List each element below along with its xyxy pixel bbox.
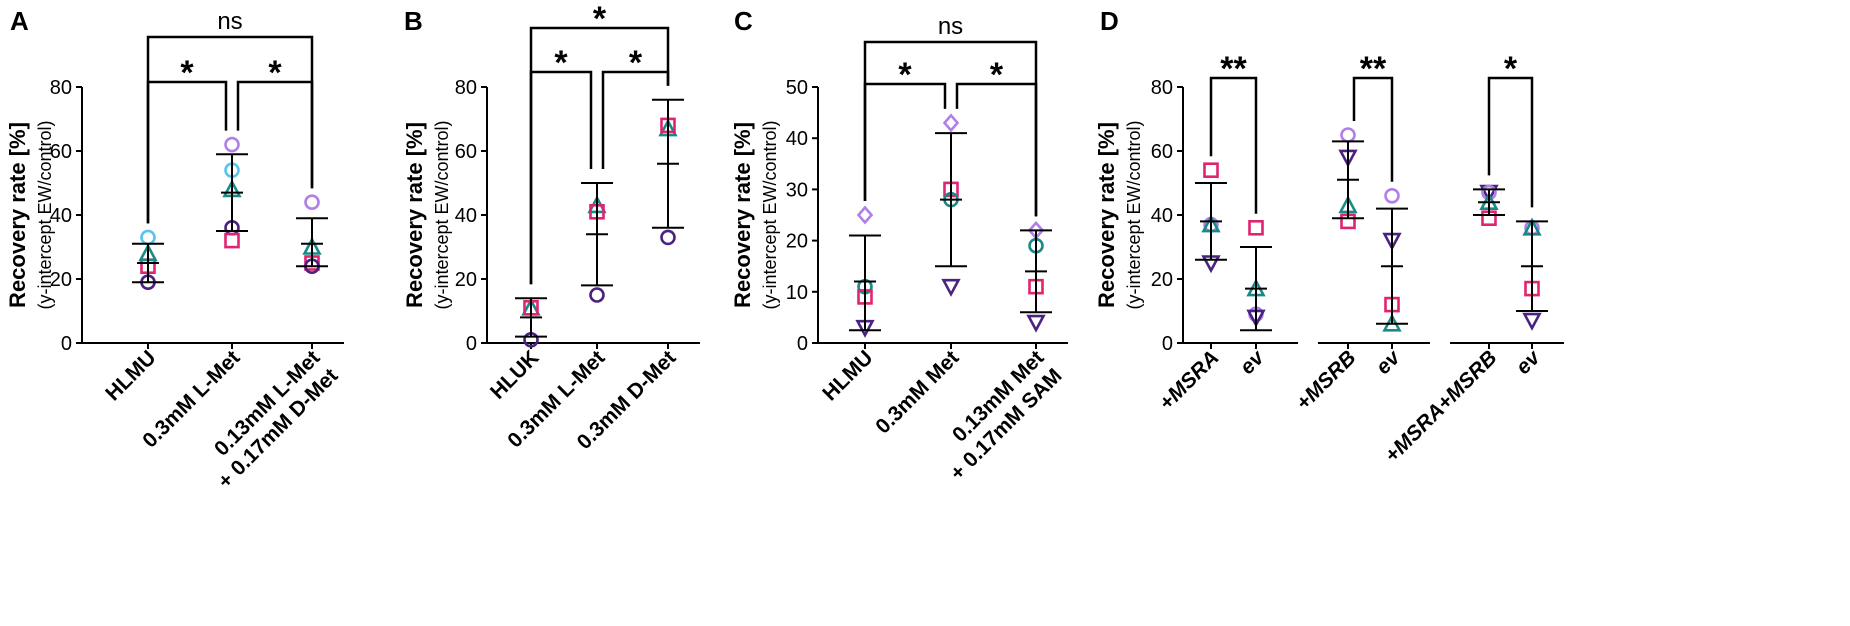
y-tick-label: 80 <box>455 77 477 99</box>
x-tick-label: +MSRA <box>1155 346 1224 415</box>
data-point-square <box>1203 162 1219 178</box>
x-tick-label: HLMU <box>818 346 877 405</box>
y-axis-title: Recovery rate [%] <box>402 122 427 308</box>
y-tick-label: 40 <box>1151 205 1173 227</box>
significance-label: * <box>268 54 282 92</box>
y-axis-subtitle: (y-intercept EW/control) <box>432 120 452 309</box>
significance-bracket <box>863 82 947 201</box>
data-point-circle <box>140 229 156 246</box>
x-tick-label: ev <box>1236 345 1270 379</box>
data-point-circle <box>224 136 240 153</box>
y-axis-subtitle: (y-intercept EW/control) <box>1124 120 1144 309</box>
y-axis-title: Recovery rate [%] <box>1094 122 1119 308</box>
y-tick-label: 60 <box>455 141 477 163</box>
data-point-circle <box>589 287 605 303</box>
data-point-square <box>1248 220 1264 236</box>
y-tick-label: 20 <box>1151 269 1173 291</box>
significance-bracket <box>1209 76 1258 214</box>
y-tick-label: 80 <box>1151 77 1173 99</box>
significance-bracket <box>1487 76 1534 208</box>
significance-label: ** <box>1220 50 1247 88</box>
data-point-circle <box>660 229 676 246</box>
data-point-square <box>224 232 240 249</box>
data-point-circle <box>1340 127 1356 143</box>
panel-label: A <box>10 6 29 36</box>
significance-bracket <box>955 82 1038 217</box>
data-point-circle <box>304 194 320 210</box>
x-tick-label: +MSRB <box>1292 346 1361 415</box>
panel-label: B <box>404 6 423 36</box>
y-tick-label: 20 <box>50 269 72 291</box>
panel-c: C Recovery rate [%] (y-intercept EW/contro… <box>730 6 1068 485</box>
significance-bracket <box>1352 76 1394 182</box>
data-point-diamond <box>942 113 960 133</box>
y-tick-label: 20 <box>455 269 477 291</box>
y-axis-title: Recovery rate [%] <box>5 122 30 308</box>
significance-label: ns <box>938 13 963 40</box>
y-tick-label: 10 <box>786 282 808 304</box>
panel-label: D <box>1100 6 1119 36</box>
panel-a: A Recovery rate [%] (y-intercept EW/contro… <box>5 6 344 493</box>
panel-d: D Recovery rate [%] (y-intercept EW/contro… <box>1094 6 1564 467</box>
data-point-triangle-down <box>1522 312 1542 331</box>
significance-label: * <box>1504 50 1518 88</box>
y-tick-label: 0 <box>797 333 808 355</box>
x-tick-label: HLMU <box>101 346 160 405</box>
y-tick-label: 40 <box>455 205 477 227</box>
y-tick-label: 30 <box>786 179 808 201</box>
significance-label: ** <box>1360 50 1387 88</box>
y-axis-subtitle: (y-intercept EW/control) <box>35 120 55 309</box>
significance-label: ns <box>217 8 242 35</box>
significance-bracket <box>863 40 1038 217</box>
y-tick-label: 0 <box>1162 333 1173 355</box>
significance-bracket <box>236 80 314 189</box>
significance-label: * <box>990 56 1004 94</box>
y-tick-label: 60 <box>1151 141 1173 163</box>
panel-b: B Recovery rate [%] (y-intercept EW/contro… <box>402 0 700 454</box>
significance-label: * <box>629 44 643 82</box>
y-tick-label: 40 <box>50 205 72 227</box>
x-tick-label: ev <box>1372 345 1406 379</box>
significance-bracket <box>146 35 314 224</box>
data-point-circle <box>1384 188 1400 204</box>
y-tick-label: 80 <box>50 77 72 99</box>
significance-bracket <box>146 80 228 224</box>
y-axis-title: Recovery rate [%] <box>730 122 755 308</box>
x-tick-label: ev <box>1512 345 1546 379</box>
y-tick-label: 20 <box>786 231 808 253</box>
significance-bracket <box>529 70 593 285</box>
x-tick-label: HLUK <box>486 346 544 404</box>
data-point-triangle-down <box>1026 314 1046 333</box>
y-axis-subtitle: (y-intercept EW/control) <box>760 120 780 309</box>
data-point-diamond <box>856 205 874 225</box>
significance-label: * <box>554 44 568 82</box>
y-tick-label: 50 <box>786 77 808 99</box>
significance-label: * <box>593 0 607 38</box>
data-point-triangle-down <box>941 278 961 297</box>
significance-label: * <box>180 54 194 92</box>
significance-bracket <box>529 26 670 285</box>
y-tick-label: 40 <box>786 128 808 150</box>
y-tick-label: 0 <box>61 333 72 355</box>
significance-bracket <box>601 70 670 169</box>
panel-label: C <box>734 6 753 36</box>
x-tick-label: 0.3mM Met <box>871 346 963 438</box>
y-tick-label: 60 <box>50 141 72 163</box>
y-tick-label: 0 <box>466 333 477 355</box>
significance-label: * <box>898 56 912 94</box>
